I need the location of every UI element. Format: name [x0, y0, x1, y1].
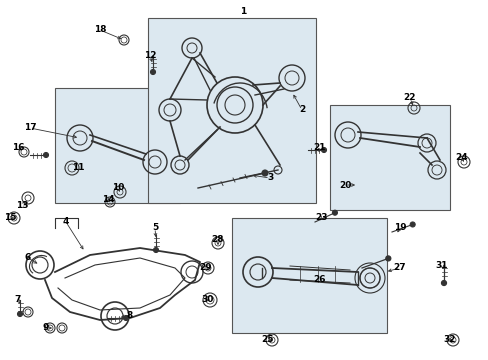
- Text: 27: 27: [393, 264, 406, 273]
- Circle shape: [43, 153, 48, 158]
- Text: 15: 15: [4, 213, 16, 222]
- Text: 18: 18: [94, 26, 106, 35]
- Text: 2: 2: [298, 105, 305, 114]
- Text: 29: 29: [199, 264, 212, 273]
- Text: 3: 3: [266, 174, 273, 183]
- Text: 23: 23: [315, 213, 327, 222]
- Text: 24: 24: [455, 153, 468, 162]
- Text: 17: 17: [23, 123, 36, 132]
- Circle shape: [18, 311, 22, 316]
- Circle shape: [321, 148, 326, 153]
- Circle shape: [385, 256, 390, 261]
- Circle shape: [409, 222, 414, 227]
- Text: 12: 12: [143, 50, 156, 59]
- Text: 7: 7: [15, 296, 21, 305]
- Bar: [231, 218, 386, 333]
- Text: 26: 26: [313, 275, 325, 284]
- Text: 32: 32: [443, 336, 455, 345]
- Text: 14: 14: [102, 195, 114, 204]
- Text: 4: 4: [62, 217, 69, 226]
- Text: 5: 5: [152, 224, 158, 233]
- Bar: [148, 18, 315, 203]
- Bar: [329, 105, 449, 210]
- Bar: [55, 88, 180, 203]
- Text: 6: 6: [25, 253, 31, 262]
- Circle shape: [153, 248, 158, 252]
- Circle shape: [262, 170, 267, 176]
- Text: 30: 30: [202, 296, 214, 305]
- Circle shape: [441, 280, 446, 285]
- Text: 19: 19: [393, 224, 406, 233]
- Text: 28: 28: [211, 235, 224, 244]
- Text: 13: 13: [16, 201, 28, 210]
- Circle shape: [123, 315, 128, 320]
- Circle shape: [332, 210, 337, 215]
- Text: 25: 25: [261, 336, 274, 345]
- Text: 31: 31: [435, 261, 447, 270]
- Text: 9: 9: [43, 324, 49, 333]
- Text: 10: 10: [112, 184, 124, 193]
- Text: 22: 22: [403, 94, 415, 103]
- Text: 16: 16: [12, 144, 24, 153]
- Text: 1: 1: [240, 6, 245, 15]
- Text: 8: 8: [126, 310, 133, 320]
- Circle shape: [150, 69, 155, 75]
- Text: 11: 11: [72, 163, 84, 172]
- Text: 21: 21: [313, 144, 325, 153]
- Text: 20: 20: [338, 180, 350, 189]
